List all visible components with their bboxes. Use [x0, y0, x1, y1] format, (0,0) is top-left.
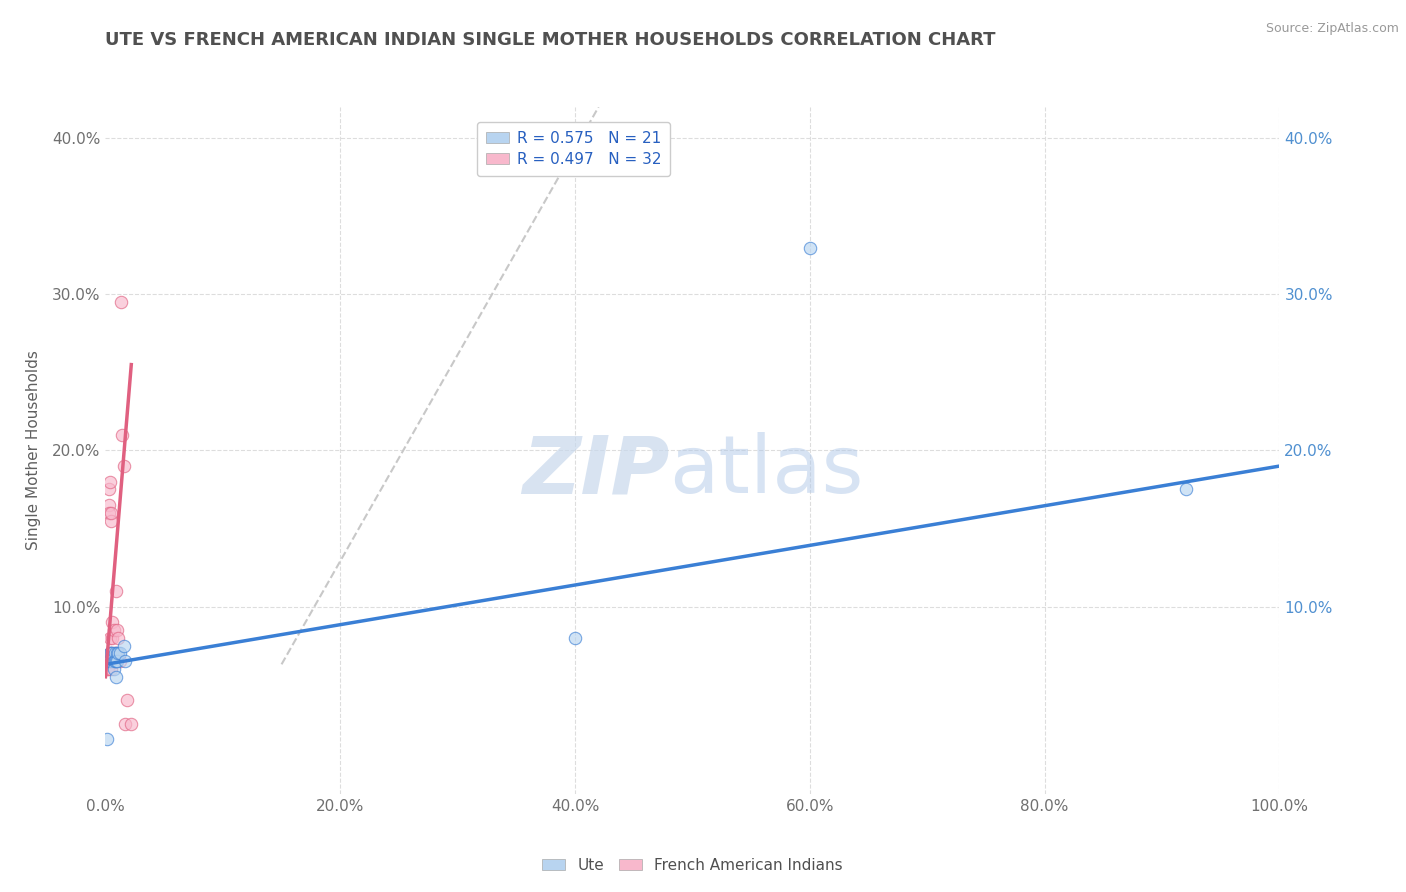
Point	[112, 639, 135, 653]
Point	[100, 654, 122, 668]
Point	[101, 631, 124, 645]
Point	[103, 662, 125, 676]
Point	[98, 631, 121, 645]
Y-axis label: Single Mother Households: Single Mother Households	[25, 351, 41, 550]
Point	[100, 514, 122, 528]
Point	[98, 483, 121, 497]
Point	[564, 631, 586, 645]
Point	[105, 670, 128, 684]
Point	[100, 646, 122, 660]
Point	[107, 631, 129, 645]
Point	[97, 654, 120, 668]
Point	[105, 583, 128, 598]
Point	[1174, 483, 1197, 497]
Point	[103, 654, 125, 668]
Point	[104, 646, 127, 660]
Point	[98, 475, 121, 489]
Point	[101, 646, 124, 660]
Point	[105, 654, 128, 668]
Point	[101, 646, 124, 660]
Point	[97, 662, 120, 676]
Point	[100, 654, 122, 668]
Text: ZIP: ZIP	[522, 432, 669, 510]
Point	[105, 654, 128, 668]
Point	[103, 654, 125, 668]
Point	[98, 646, 121, 660]
Point	[105, 646, 128, 660]
Point	[108, 654, 131, 668]
Point	[104, 654, 127, 668]
Point	[799, 240, 821, 254]
Point	[98, 506, 121, 520]
Point	[105, 623, 128, 637]
Legend: Ute, French American Indians: Ute, French American Indians	[536, 852, 849, 879]
Point	[96, 732, 118, 747]
Point	[104, 654, 127, 668]
Point	[104, 646, 127, 660]
Point	[120, 716, 142, 731]
Point	[107, 646, 129, 660]
Point	[100, 506, 122, 520]
Point	[98, 646, 121, 660]
Point	[101, 615, 124, 630]
Point	[98, 498, 121, 512]
Point	[103, 623, 125, 637]
Point	[108, 646, 131, 660]
Point	[98, 654, 121, 668]
Point	[115, 693, 138, 707]
Point	[114, 654, 136, 668]
Text: UTE VS FRENCH AMERICAN INDIAN SINGLE MOTHER HOUSEHOLDS CORRELATION CHART: UTE VS FRENCH AMERICAN INDIAN SINGLE MOT…	[105, 31, 995, 49]
Text: atlas: atlas	[669, 432, 863, 510]
Point	[96, 654, 118, 668]
Point	[105, 646, 128, 660]
Point	[112, 458, 135, 473]
Point	[96, 662, 118, 676]
Point	[100, 662, 122, 676]
Point	[114, 716, 136, 731]
Point	[111, 427, 134, 442]
Text: Source: ZipAtlas.com: Source: ZipAtlas.com	[1265, 22, 1399, 36]
Point	[110, 295, 132, 310]
